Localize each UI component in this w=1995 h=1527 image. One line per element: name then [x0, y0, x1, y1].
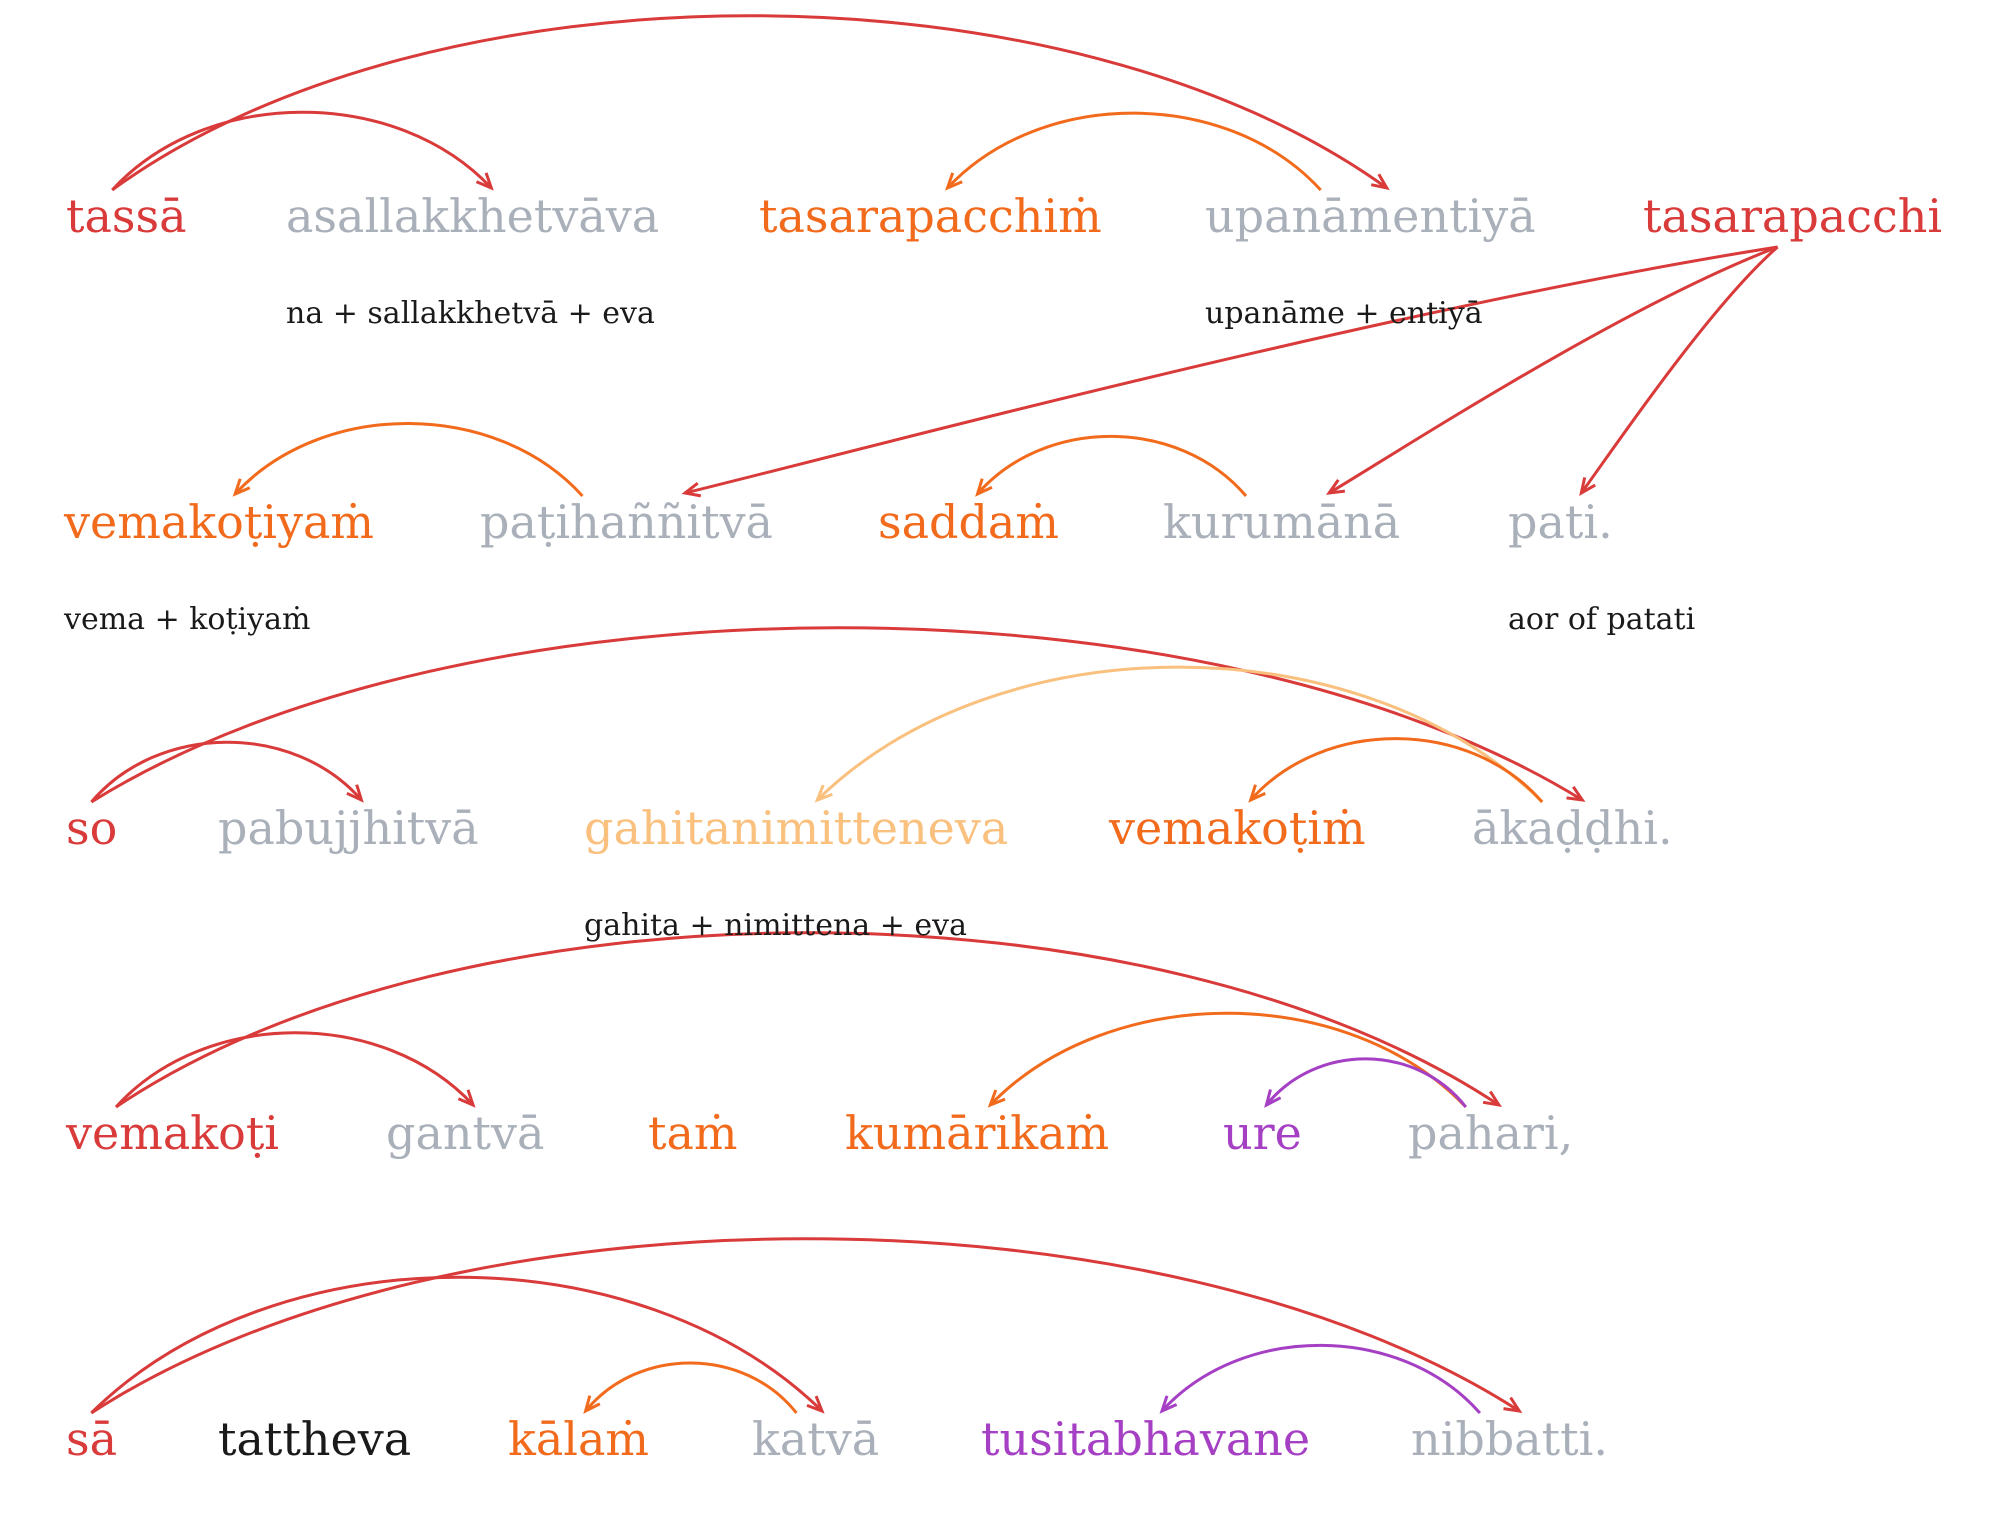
word-5-6: nibbatti. — [1411, 1412, 1608, 1466]
gloss-2-5: aor of patati — [1508, 602, 1695, 637]
arrowhead-14 — [1482, 1090, 1502, 1108]
word-4-1: vemakoṭi — [65, 1106, 279, 1160]
arrowhead-5 — [1325, 479, 1346, 495]
word-1-2: asallakkhetvāva — [286, 189, 659, 243]
dependency-arc-13 — [114, 1031, 476, 1109]
gloss-2-1: vema + koṭiyaṁ — [63, 602, 310, 637]
arrowhead-15 — [987, 1089, 1006, 1108]
dependency-arc-19 — [583, 1361, 798, 1414]
dependency-arc-4 — [681, 245, 1778, 498]
arrowhead-1 — [475, 172, 494, 191]
word-1-5: tasarapacchi — [1643, 189, 1942, 243]
arrowhead-3 — [944, 172, 963, 191]
word-1-1: tassā — [66, 189, 187, 243]
arrowhead-20 — [1159, 1395, 1178, 1414]
word-5-1: sā — [66, 1412, 117, 1466]
arrowhead-2 — [1370, 173, 1390, 191]
word-5-4: katvā — [752, 1412, 879, 1466]
dependency-arc-6 — [1579, 245, 1779, 496]
word-glosses: na + sallakkhetvā + eva upanāme + entiyā v… — [63, 296, 1695, 943]
word-1-3: tasarapacchiṁ — [759, 189, 1102, 243]
gloss-1-2: na + sallakkhetvā + eva — [286, 296, 655, 331]
word-4-3: taṁ — [648, 1106, 738, 1160]
dependency-arc-1 — [111, 110, 494, 192]
gloss-1-4: upanāme + entiyā — [1205, 296, 1483, 331]
word-3-1: so — [66, 801, 117, 855]
word-3-4: vemakoṭiṁ — [1108, 801, 1366, 855]
word-3-2: pabujjhitvā — [218, 801, 479, 855]
arrowhead-19 — [583, 1395, 601, 1414]
dependency-arc-14 — [115, 931, 1502, 1109]
word-4-4: kumārikaṁ — [845, 1106, 1109, 1160]
word-1-4: upanāmentiyā — [1205, 189, 1536, 243]
dependency-arc-8 — [975, 435, 1248, 497]
dependency-arc-18 — [90, 1237, 1523, 1415]
arrowhead-8 — [975, 478, 993, 497]
dependency-arc-12 — [1248, 737, 1544, 803]
word-3-5: ākaḍḍhi. — [1472, 801, 1673, 855]
dependency-arc-9 — [90, 740, 364, 803]
word-5-5: tusitabhavane — [981, 1412, 1310, 1466]
arrowhead-11 — [814, 784, 833, 803]
arrowhead-12 — [1248, 784, 1266, 803]
dependency-arc-17 — [90, 1275, 825, 1415]
word-2-4: kurumānā — [1163, 495, 1400, 549]
dependency-arc-10 — [90, 626, 1586, 804]
dependency-arcs — [90, 14, 1779, 1415]
dependency-arc-16 — [1264, 1057, 1467, 1108]
word-2-5: pati. — [1508, 495, 1613, 549]
dependency-arc-5 — [1325, 245, 1779, 495]
arrowhead-4 — [681, 482, 702, 498]
dependency-arc-11 — [814, 665, 1544, 804]
dependency-arc-20 — [1159, 1343, 1482, 1414]
arrowhead-17 — [806, 1395, 825, 1414]
dependency-arc-15 — [987, 1011, 1467, 1109]
word-4-6: pahari, — [1408, 1106, 1573, 1160]
word-4-2: gantvā — [386, 1106, 544, 1160]
word-3-3: gahitanimitteneva — [584, 801, 1008, 855]
dependency-arc-7 — [232, 422, 584, 498]
dependency-arc-3 — [944, 111, 1322, 192]
word-2-3: saddaṁ — [878, 495, 1059, 549]
sentence-words: tassā asallakkhetvāva tasarapacchiṁ upanāme… — [63, 189, 1942, 1466]
arrowhead-16 — [1264, 1089, 1282, 1108]
word-2-2: paṭihaññitvā — [480, 495, 773, 549]
word-4-5: ure — [1223, 1106, 1302, 1160]
word-5-3: kālaṁ — [508, 1412, 649, 1466]
arrowhead-13 — [457, 1089, 476, 1108]
arrowhead-6 — [1579, 477, 1596, 496]
arrowhead-7 — [232, 478, 251, 497]
word-5-2: tattheva — [218, 1412, 411, 1466]
word-2-1: vemakoṭiyaṁ — [63, 495, 374, 549]
arrowhead-9 — [346, 784, 364, 803]
arrowhead-10 — [1566, 785, 1586, 802]
arrowhead-18 — [1503, 1396, 1523, 1413]
dependency-arc-2 — [111, 14, 1390, 192]
gloss-3-3: gahita + nimittena + eva — [584, 908, 967, 943]
